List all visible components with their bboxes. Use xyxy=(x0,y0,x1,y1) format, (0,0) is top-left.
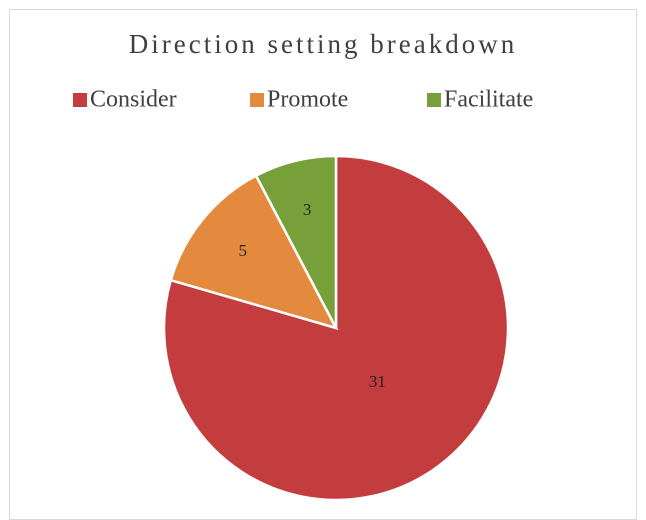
data-label: 5 xyxy=(238,241,247,260)
pie-slice xyxy=(169,174,339,331)
legend-label: Promote xyxy=(267,87,348,113)
legend-swatch xyxy=(427,93,441,107)
pie-slice xyxy=(254,154,338,329)
data-label: 3 xyxy=(303,200,312,219)
legend-label: Facilitate xyxy=(444,87,533,113)
chart-title: Direction setting breakdown xyxy=(129,29,517,59)
legend-swatch xyxy=(250,93,264,107)
data-label: 31 xyxy=(369,372,386,391)
legend-label: Consider xyxy=(90,87,177,113)
legend-swatch xyxy=(73,93,87,107)
